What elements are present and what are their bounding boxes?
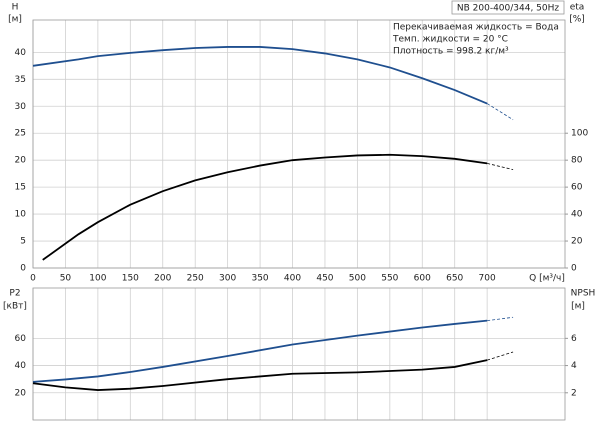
x-tick-label: 300 <box>219 274 236 284</box>
y2-tick-label: 40 <box>571 210 583 220</box>
x-tick-label: 0 <box>30 274 36 284</box>
plot-frame <box>32 19 566 269</box>
y-label: P2 <box>9 289 20 299</box>
y2-tick-label: 100 <box>571 129 588 139</box>
y-tick-label: 25 <box>15 129 26 139</box>
y-tick-label: 15 <box>15 183 26 193</box>
x-tick-label: 650 <box>446 274 463 284</box>
y-tick-label: 20 <box>15 156 27 166</box>
y2-unit: [м] <box>571 302 585 312</box>
y-tick-label: 40 <box>15 48 27 58</box>
x-label: Q [м³/ч] <box>529 274 565 284</box>
y-label: H <box>12 3 19 13</box>
curve-extrapolated <box>487 163 514 170</box>
x-tick-label: 250 <box>187 274 204 284</box>
plot-frame <box>32 287 566 421</box>
y-unit: [м] <box>8 15 22 25</box>
y2-label: eta <box>570 3 585 13</box>
curve <box>42 153 488 261</box>
x-tick-label: 500 <box>349 274 366 284</box>
y2-label: NPSH <box>571 289 596 299</box>
y2-tick-label: 80 <box>571 156 583 166</box>
y-tick-label: 0 <box>20 264 26 274</box>
x-tick-label: 150 <box>122 274 139 284</box>
x-tick-label: 600 <box>414 274 431 284</box>
y-tick-label: 5 <box>20 237 26 247</box>
annotation: Плотность = 998.2 кг/м³ <box>393 47 509 57</box>
y-tick-label: 30 <box>15 102 27 112</box>
y2-unit: [%] <box>569 15 585 25</box>
annotation: Перекачиваемая жидкость = Вода <box>393 23 559 33</box>
x-tick-label: 550 <box>381 274 398 284</box>
y2-tick-label: 2 <box>571 388 577 398</box>
y-tick-label: 10 <box>15 210 27 220</box>
y2-tick-label: 20 <box>571 237 583 247</box>
y2-tick-label: 4 <box>571 361 577 371</box>
y2-tick-label: 0 <box>571 264 577 274</box>
x-tick-label: 700 <box>479 274 496 284</box>
curve <box>32 319 488 383</box>
y2-tick-label: 6 <box>571 334 577 344</box>
y-tick-label: 35 <box>15 75 26 85</box>
y2-tick-label: 60 <box>571 183 583 193</box>
x-tick-label: 450 <box>316 274 333 284</box>
x-tick-label: 200 <box>154 274 171 284</box>
curve <box>32 46 488 105</box>
annotation: Темп. жидкости = 20 °C <box>392 35 508 45</box>
x-tick-label: 350 <box>251 274 268 284</box>
chart-title: NB 200-400/344, 50Hz <box>457 4 560 14</box>
curve-extrapolated <box>487 351 514 361</box>
y-tick-label: 40 <box>15 361 27 371</box>
x-tick-label: 50 <box>60 274 72 284</box>
curve <box>32 359 488 391</box>
curve-extrapolated <box>486 103 514 121</box>
x-tick-label: 100 <box>89 274 106 284</box>
x-tick-label: 400 <box>284 274 301 284</box>
title-box <box>451 0 565 15</box>
y-tick-label: 60 <box>15 334 27 344</box>
y-tick-label: 20 <box>15 388 27 398</box>
curve-extrapolated <box>487 316 514 322</box>
y-unit: [кВт] <box>3 302 27 312</box>
